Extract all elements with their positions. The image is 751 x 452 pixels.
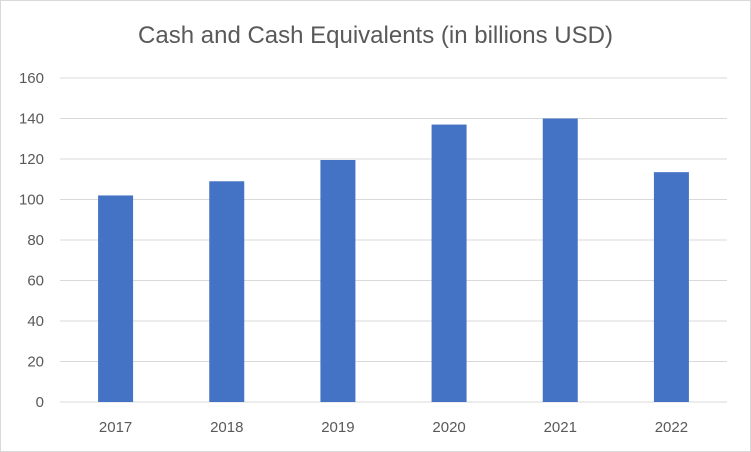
y-tick-label: 40 [27,313,44,330]
bar-2022 [653,172,689,402]
y-tick-label: 120 [19,151,44,168]
x-tick-label: 2019 [321,419,354,436]
x-tick-label: 2022 [655,419,688,436]
bar-2021 [542,118,578,402]
y-tick-label: 60 [27,273,44,290]
y-tick-label: 80 [27,232,44,249]
bar-2017 [98,195,134,402]
x-axis-tick-labels: 2017 2018 2019 2020 2021 2022 [99,419,688,436]
x-tick-label: 2020 [432,419,465,436]
y-axis-tick-labels: 0 20 40 60 80 100 120 140 160 [19,70,44,411]
bar-2019 [320,160,356,402]
y-tick-label: 140 [19,111,44,128]
x-tick-label: 2018 [210,419,243,436]
chart-title: Cash and Cash Equivalents (in billions U… [138,22,613,49]
bars [98,118,689,402]
bar-2018 [209,181,245,402]
bar-2020 [431,124,467,402]
x-tick-label: 2021 [544,419,577,436]
x-tick-label: 2017 [99,419,132,436]
y-tick-label: 20 [27,354,44,371]
y-tick-label: 100 [19,192,44,209]
y-tick-label: 160 [19,70,44,87]
gridlines [60,77,727,403]
y-tick-label: 0 [36,394,44,411]
